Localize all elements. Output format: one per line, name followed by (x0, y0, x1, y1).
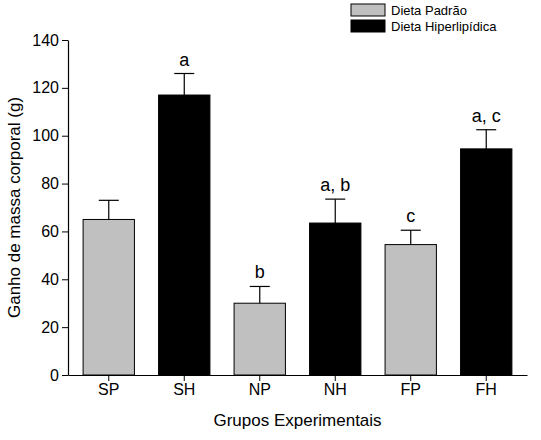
y-tick: 20 (41, 319, 68, 336)
error-cap (476, 129, 496, 130)
y-tick: 120 (32, 79, 68, 96)
error-bar (325, 199, 345, 223)
error-bar (476, 130, 496, 149)
y-tick: 80 (41, 175, 68, 192)
legend-label: Dieta Padrão (391, 3, 467, 18)
x-axis: SP SH NP NH FP FH (69, 375, 528, 398)
x-tick-label: SH (173, 381, 195, 398)
y-axis-line (68, 41, 69, 376)
x-tick-label: NP (249, 381, 271, 398)
annotations: b c a a, b a, c (179, 50, 500, 283)
significance-label: b (255, 262, 265, 282)
x-tick-label: SP (98, 381, 119, 398)
y-tick-mark (62, 375, 68, 376)
y-tick: 100 (32, 127, 68, 144)
significance-label: c (406, 206, 415, 226)
error-line (335, 199, 336, 223)
y-tick-label: 20 (41, 319, 59, 336)
y-tick-mark (62, 279, 68, 280)
y-tick-label: 40 (41, 271, 59, 288)
x-tick: NH (324, 375, 347, 398)
bar (461, 149, 512, 375)
bar (159, 95, 210, 375)
legend-swatch (351, 20, 385, 32)
error-cap (325, 199, 345, 200)
x-tick-mark (259, 375, 260, 381)
y-tick: 40 (41, 271, 68, 288)
error-cap (174, 73, 194, 74)
error-line (259, 286, 260, 303)
y-tick: 140 (32, 32, 68, 49)
significance-label: a, b (320, 175, 350, 195)
y-tick-label: 0 (50, 367, 59, 384)
x-tick: FH (476, 375, 497, 398)
y-tick-label: 80 (41, 175, 59, 192)
y-axis-title: Ganho de massa corporal (g) (5, 97, 24, 318)
y-axis: 0 20 40 60 80 100 120 140 (32, 32, 68, 384)
error-bar (401, 230, 421, 244)
legend-swatch (351, 4, 385, 16)
error-line (184, 74, 185, 96)
error-cap (250, 286, 270, 287)
x-tick-label: FP (401, 381, 421, 398)
x-tick: SH (173, 375, 195, 398)
y-tick-mark (62, 327, 68, 328)
legend: Dieta PadrãoDieta Hiperlipídica (351, 3, 497, 34)
bar (385, 245, 436, 375)
error-bar (174, 74, 194, 96)
bar (83, 219, 134, 375)
y-tick-mark (62, 231, 68, 232)
y-tick-label: 140 (32, 32, 59, 49)
y-tick: 0 (50, 367, 68, 384)
error-bar (99, 200, 119, 219)
bar (234, 303, 285, 375)
y-tick-label: 60 (41, 223, 59, 240)
y-tick-mark (62, 136, 68, 137)
x-tick-mark (184, 375, 185, 381)
significance-label: a, c (472, 106, 501, 126)
error-line (108, 200, 109, 219)
x-tick: NP (249, 375, 271, 398)
y-tick-mark (62, 184, 68, 185)
chart: b c a a, b a, c 0 20 40 60 80 100 120 140 SP SH NP NH FP F… (0, 0, 541, 440)
x-tick: FP (401, 375, 421, 398)
x-tick: SP (98, 375, 119, 398)
x-tick-label: FH (476, 381, 497, 398)
significance-label: a (179, 50, 190, 70)
y-tick-label: 120 (32, 79, 59, 96)
legend-label: Dieta Hiperlipídica (391, 19, 497, 34)
error-line (410, 230, 411, 244)
x-tick-mark (335, 375, 336, 381)
y-tick: 60 (41, 223, 68, 240)
x-tick-mark (108, 375, 109, 381)
error-bar (250, 286, 270, 303)
error-cap (401, 230, 421, 231)
bars (83, 74, 512, 376)
y-tick-mark (62, 40, 68, 41)
y-tick-mark (62, 88, 68, 89)
error-cap (99, 200, 119, 201)
x-tick-mark (410, 375, 411, 381)
x-tick-mark (486, 375, 487, 381)
x-tick-label: NH (324, 381, 347, 398)
error-line (486, 130, 487, 149)
y-tick-label: 100 (32, 127, 59, 144)
plot: b c a a, b a, c 0 20 40 60 80 100 120 140 SP SH NP NH FP F… (32, 32, 527, 399)
x-axis-line (69, 375, 528, 376)
bar (310, 223, 361, 375)
x-axis-title: Grupos Experimentais (213, 411, 381, 430)
